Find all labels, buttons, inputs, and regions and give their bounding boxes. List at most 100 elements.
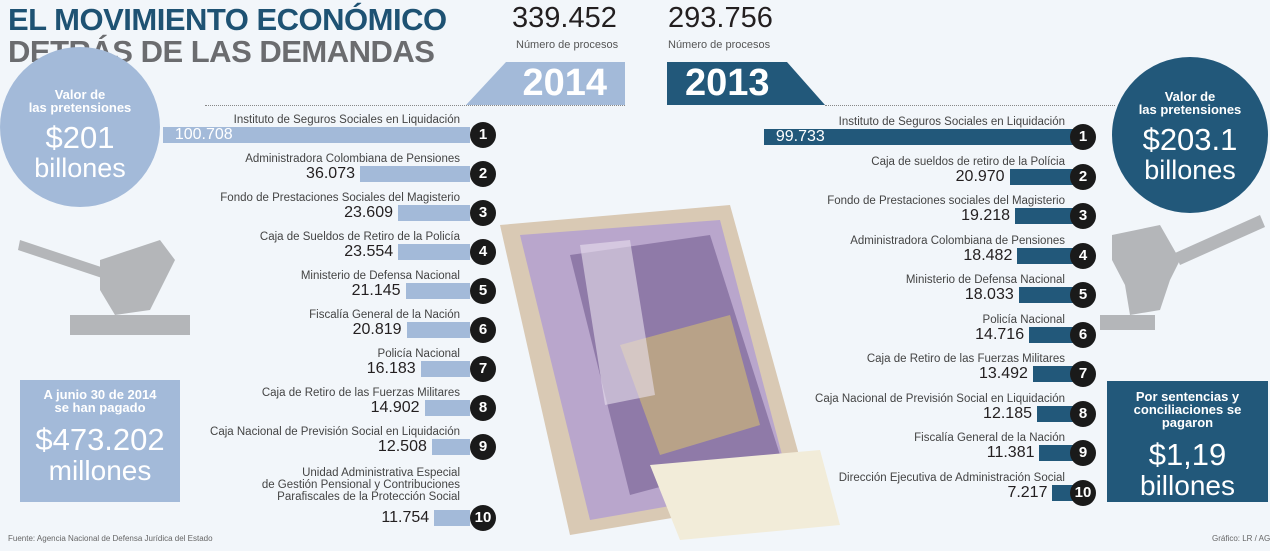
- rank-badge-2014: 10: [470, 505, 496, 531]
- paid-box-2013: Por sentencias y conciliaciones se pagar…: [1107, 381, 1268, 502]
- claims-unit-2014: billones: [34, 153, 126, 183]
- bar-2014: [406, 322, 470, 338]
- claims-unit-2013: billones: [1144, 155, 1236, 185]
- gavel-icon-right: [1100, 215, 1265, 330]
- claims-title-2013-l1: Valor de: [1164, 89, 1216, 104]
- paid-value-2014: $473.202: [35, 422, 165, 457]
- value-label-2014: 16.183: [366, 360, 416, 377]
- value-label-2013: 11.381: [986, 444, 1035, 461]
- banknote-illustration: [500, 205, 840, 540]
- bar-2014: [405, 283, 470, 299]
- rank-badge-2013: 4: [1070, 242, 1096, 269]
- claims-value-2013: $203.1: [1142, 122, 1238, 157]
- value-label-2014: 11.754: [381, 509, 430, 526]
- category-label-2014: Administradora Colombiana de Pensiones: [245, 153, 460, 165]
- value-label-2013: 7.217: [1007, 483, 1048, 501]
- category-label-2013: Fondo de Prestaciones sociales del Magis…: [827, 195, 1065, 207]
- category-label-2013: Ministerio de Defensa Nacional: [905, 274, 1065, 286]
- rank-badge-2014: 9: [470, 434, 496, 460]
- source-note: Fuente: Agencia Nacional de Defensa Jurí…: [8, 534, 213, 543]
- category-label-2014: Parafiscales de la Protección Social: [277, 491, 460, 503]
- bar-2013: [1017, 247, 1075, 264]
- rank-badge-2013: 1: [1070, 124, 1096, 150]
- bar-2014: [424, 400, 470, 416]
- bar-2013: [1029, 326, 1075, 343]
- claims-circle-2014: Valor de las pretensiones $201 billones: [0, 47, 160, 207]
- rank-badge-2014: 7: [470, 356, 496, 382]
- processes-label-2014: Número de procesos: [516, 39, 619, 51]
- rank-badge-2013: 5: [1070, 282, 1096, 308]
- category-label-2014: Instituto de Seguros Sociales en Liquida…: [233, 114, 460, 126]
- bar-2013: [1039, 445, 1075, 461]
- paid-title-2013-l2: conciliaciones se pagaron: [1133, 402, 1242, 430]
- paid-value-2013: $1,19: [1148, 437, 1227, 472]
- category-label-2013: Caja de Retiro de las Fuerzas Militares: [866, 353, 1065, 365]
- value-label-2013: 19.218: [961, 207, 1011, 224]
- credit-note: Gráfico: LR / AG: [1212, 534, 1270, 543]
- claims-circle-2013: Valor de las pretensiones $203.1 billone…: [1112, 57, 1268, 213]
- title-line-1: EL MOVIMIENTO ECONÓMICO: [8, 2, 447, 37]
- category-label-2013: Fiscalía General de la Nación: [914, 432, 1065, 444]
- value-label-2014: 23.609: [344, 204, 393, 221]
- value-label-2013: 12.185: [983, 404, 1032, 422]
- value-label-2013: 13.492: [978, 365, 1028, 382]
- value-label-2013: 99.733: [775, 128, 825, 145]
- claims-title-2013-l2: las pretensiones: [1138, 102, 1242, 117]
- bar-2014: [431, 439, 470, 455]
- value-label-2014: 36.073: [306, 165, 355, 182]
- bar-2013: [1052, 484, 1075, 501]
- category-label-2013: Policía Nacional: [982, 313, 1065, 326]
- paid-unit-2014: millones: [48, 455, 152, 486]
- rank-badge-2013: 2: [1070, 163, 1096, 190]
- value-label-2014: 21.145: [351, 282, 401, 299]
- category-label-2013: Instituto de Seguros Sociales en Liquida…: [838, 116, 1065, 128]
- claims-title-2014-l1: Valor de: [54, 87, 106, 102]
- gavel-icon-left: [18, 240, 190, 335]
- bar-2014: [397, 205, 470, 221]
- category-label-2014: Caja Nacional de Previsión Social en Liq…: [210, 426, 460, 438]
- value-label-2013: 20.970: [955, 167, 1005, 185]
- rank-badge-2013: 8: [1070, 400, 1096, 427]
- value-label-2013: 18.482: [963, 246, 1013, 264]
- rank-badge-2013: 3: [1070, 203, 1096, 229]
- rank-badge-2013: 10: [1070, 479, 1096, 506]
- bar-2013: [1036, 405, 1075, 422]
- rank-badge-2013: 7: [1070, 361, 1096, 387]
- divider-2013: [825, 105, 1115, 106]
- rank-badge-2014: 5: [470, 278, 496, 304]
- paid-box-2014: A junio 30 de 2014 se han pagado $473.20…: [20, 380, 180, 502]
- category-label-2014: de Gestión Pensional y Contribuciones: [261, 479, 460, 491]
- rank-badge-2014: 3: [470, 200, 496, 226]
- bar-2013: [1009, 168, 1075, 185]
- value-label-2013: 14.716: [975, 325, 1025, 343]
- divider-2014: [205, 105, 625, 106]
- bar-2014: [398, 244, 470, 260]
- value-label-2014: 20.819: [352, 321, 402, 338]
- bar-2014: [434, 510, 470, 526]
- bar-2013: [1032, 366, 1075, 382]
- paid-title-2014-l2: se han pagado: [54, 400, 146, 415]
- category-label-2014: Policía Nacional: [377, 348, 460, 360]
- processes-2014: 339.452: [512, 2, 617, 34]
- paid-title-2014-l1: A junio 30 de 2014: [43, 387, 157, 402]
- value-label-2013: 18.033: [964, 286, 1014, 303]
- category-label-2013: Dirección Ejecutiva de Administración So…: [838, 471, 1065, 484]
- rank-badge-2013: 6: [1070, 321, 1096, 348]
- rank-badge-2014: 6: [470, 317, 496, 343]
- year-banner-2013: 2013: [667, 62, 825, 105]
- category-label-2013: Caja de sueldos de retiro de la Polícia: [871, 155, 1065, 168]
- claims-title-2014-l2: las pretensiones: [28, 100, 132, 115]
- category-label-2014: Caja de Retiro de las Fuerzas Militares: [261, 387, 460, 399]
- rank-badge-2014: 2: [470, 161, 496, 187]
- category-label-2014: Caja de Sueldos de Retiro de la Policía: [259, 231, 460, 243]
- bar-2013: [763, 129, 1075, 145]
- bar-2013: [1018, 287, 1075, 303]
- bar-2013: [1015, 208, 1075, 224]
- bar-2014: [420, 361, 470, 377]
- category-label-2013: Caja Nacional de Previsión Social en Liq…: [815, 392, 1065, 405]
- category-label-2013: Administradora Colombiana de Pensiones: [850, 234, 1065, 247]
- rank-badge-2014: 1: [470, 122, 496, 148]
- value-label-2014: 14.902: [370, 399, 420, 416]
- rank-badge-2014: 8: [470, 395, 496, 421]
